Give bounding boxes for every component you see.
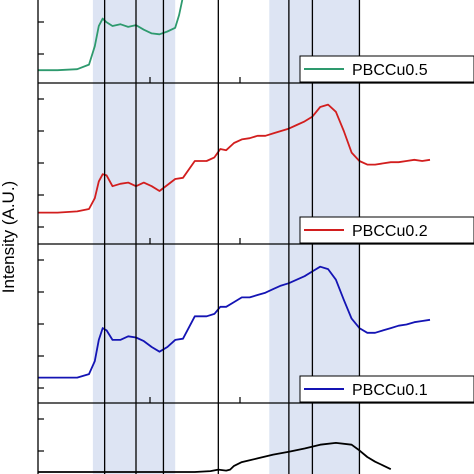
spectrum-line-PBCCu0.1: [38, 265, 431, 379]
spectrum-line-PBCCu0.2: [38, 103, 431, 214]
legend-label-PBCCu0.5: PBCCu0.5: [352, 62, 428, 79]
panel-frames: [37, 0, 474, 474]
spectrum-line-bottom: [38, 442, 392, 473]
legend-box-PBCCu0.5: [299, 55, 474, 83]
y-axis-label: Intensity (A.U.): [0, 181, 18, 293]
legend-label-PBCCu0.1: PBCCu0.1: [352, 382, 428, 399]
legends: PBCCu0.5 PBCCu0.2 PBCCu0.1: [299, 55, 474, 403]
shaded-band-1: [92, 0, 176, 474]
legend-label-PBCCu0.2: PBCCu0.2: [352, 223, 428, 240]
